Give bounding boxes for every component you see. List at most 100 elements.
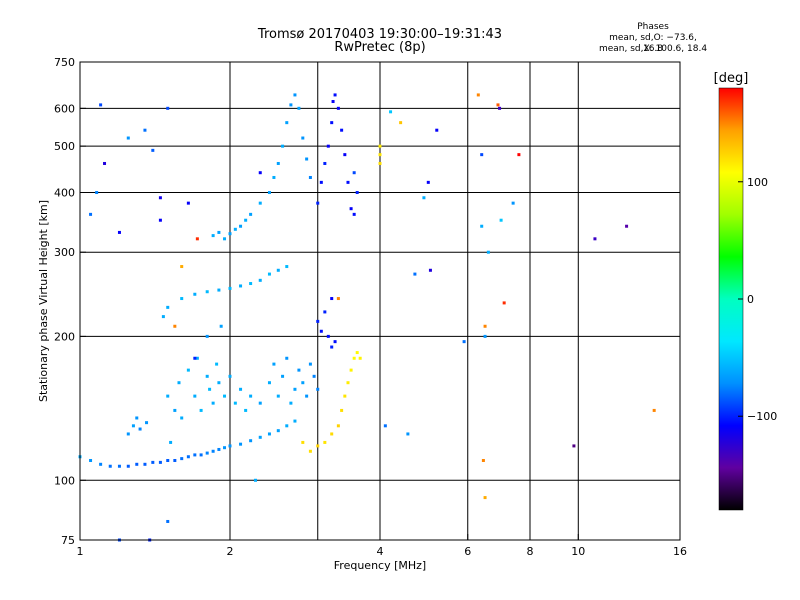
data-point — [593, 237, 597, 241]
data-point — [99, 103, 103, 107]
data-point — [208, 387, 212, 391]
data-point — [352, 171, 356, 175]
data-point — [480, 153, 484, 157]
data-point — [126, 136, 130, 140]
data-point — [323, 440, 327, 444]
data-point — [145, 421, 149, 425]
data-point — [253, 478, 257, 482]
y-axis-label: Stationary phase Virtual Height [km] — [37, 200, 50, 402]
x-tick-label: 16 — [673, 545, 687, 558]
data-point — [131, 424, 135, 428]
data-point — [126, 464, 130, 468]
data-point — [346, 381, 350, 385]
data-point — [308, 175, 312, 179]
data-point — [326, 144, 330, 148]
data-point — [331, 100, 335, 104]
x-tick-label: 8 — [527, 545, 534, 558]
data-point — [316, 319, 320, 323]
data-point — [126, 432, 130, 436]
y-tick-label: 600 — [54, 102, 75, 115]
data-point — [343, 153, 347, 157]
data-point — [346, 180, 350, 184]
data-point — [301, 440, 305, 444]
colorbar-tick-label: 0 — [747, 293, 754, 306]
data-point — [476, 93, 480, 97]
data-point — [267, 272, 271, 276]
colorbar-unit-label: [deg] — [714, 71, 749, 86]
data-point — [244, 408, 248, 412]
data-point — [496, 103, 500, 107]
x-axis-label: Frequency [MHz] — [334, 559, 426, 572]
data-point — [239, 284, 243, 288]
data-point — [428, 268, 432, 272]
data-point — [276, 394, 280, 398]
data-point — [349, 207, 353, 211]
data-point — [117, 230, 121, 234]
data-point — [272, 362, 276, 366]
data-point — [239, 224, 243, 228]
y-tick-label: 500 — [54, 140, 75, 153]
data-point — [308, 362, 312, 366]
data-point — [217, 288, 221, 292]
data-point — [249, 212, 253, 216]
data-point — [249, 282, 253, 286]
data-point — [138, 427, 142, 431]
data-point — [258, 278, 262, 282]
data-point — [199, 453, 203, 457]
grid-lines — [80, 62, 680, 540]
data-point — [223, 394, 227, 398]
data-point — [239, 387, 243, 391]
data-point — [572, 444, 576, 448]
data-point — [340, 408, 344, 412]
data-point — [276, 268, 280, 272]
data-point — [173, 458, 177, 462]
data-point — [99, 462, 103, 466]
data-point — [186, 201, 190, 205]
data-point — [383, 424, 387, 428]
data-point — [305, 394, 309, 398]
data-point — [483, 496, 487, 500]
data-point — [180, 265, 184, 269]
data-point — [180, 457, 184, 461]
data-point — [193, 356, 197, 360]
data-point — [158, 196, 162, 200]
data-point — [117, 464, 121, 468]
data-point — [217, 381, 221, 385]
data-point — [166, 519, 170, 523]
data-point — [289, 103, 293, 107]
data-point — [193, 394, 197, 398]
y-tick-label: 300 — [54, 246, 75, 259]
data-point — [517, 153, 521, 157]
data-point — [483, 334, 487, 338]
colorbar-ticks: 100 0 −100 — [738, 176, 777, 423]
data-point — [316, 444, 320, 448]
data-point — [217, 447, 221, 451]
data-point — [223, 237, 227, 241]
data-point — [95, 190, 99, 194]
data-point — [301, 381, 305, 385]
data-point — [239, 442, 243, 446]
data-point — [330, 432, 334, 436]
data-point — [330, 121, 334, 125]
data-point — [166, 458, 170, 462]
data-point — [293, 387, 297, 391]
data-point — [89, 458, 93, 462]
data-point — [193, 453, 197, 457]
data-point — [319, 180, 323, 184]
data-point — [352, 212, 356, 216]
data-point — [297, 368, 301, 372]
data-point — [186, 455, 190, 459]
data-point — [276, 429, 280, 433]
data-point — [143, 462, 147, 466]
data-point — [312, 374, 316, 378]
data-point — [267, 432, 271, 436]
y-axis-ticks: 75 100 200 300 400 500 600 750 — [54, 56, 86, 547]
data-point — [195, 356, 199, 360]
data-point — [249, 394, 253, 398]
data-point — [166, 394, 170, 398]
data-point — [258, 171, 262, 175]
data-point — [135, 462, 139, 466]
data-point — [301, 136, 305, 140]
data-point — [502, 301, 506, 305]
